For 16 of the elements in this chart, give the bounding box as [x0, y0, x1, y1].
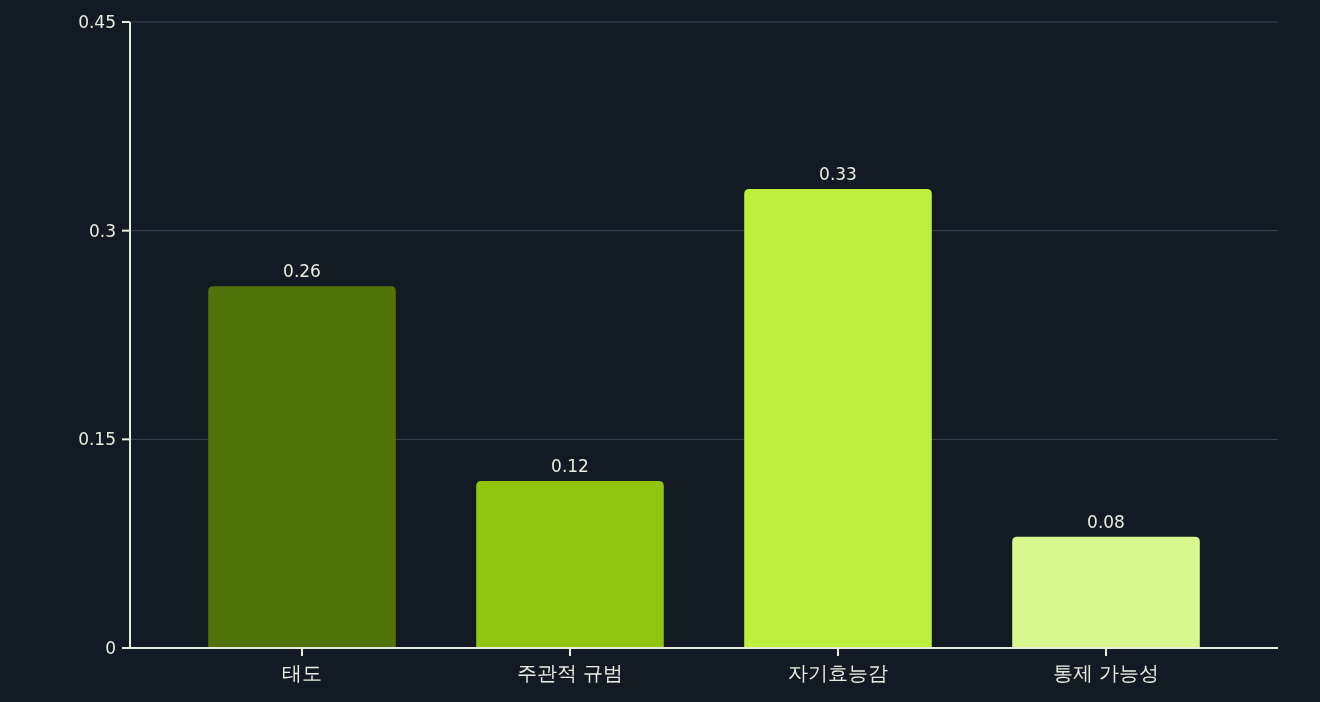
y-tick-label: 0	[105, 638, 116, 658]
x-tick-label: 태도	[282, 661, 322, 685]
y-tick-label: 0.45	[78, 12, 116, 32]
bar	[744, 188, 932, 648]
x-tick-label: 통제 가능성	[1052, 661, 1160, 685]
y-tick-label: 0.3	[88, 220, 116, 241]
bar	[208, 286, 396, 648]
x-tick-label: 주관적 규범	[516, 661, 624, 685]
bar	[1012, 536, 1200, 648]
bar	[476, 481, 664, 648]
y-tick-label: 0.15	[78, 429, 116, 450]
data-label: 0.26	[283, 261, 321, 282]
data-label: 0.08	[1087, 511, 1125, 532]
data-label: 0.33	[819, 163, 857, 184]
data-label: 0.12	[551, 456, 589, 477]
x-tick-label: 자기효능감	[788, 661, 888, 685]
